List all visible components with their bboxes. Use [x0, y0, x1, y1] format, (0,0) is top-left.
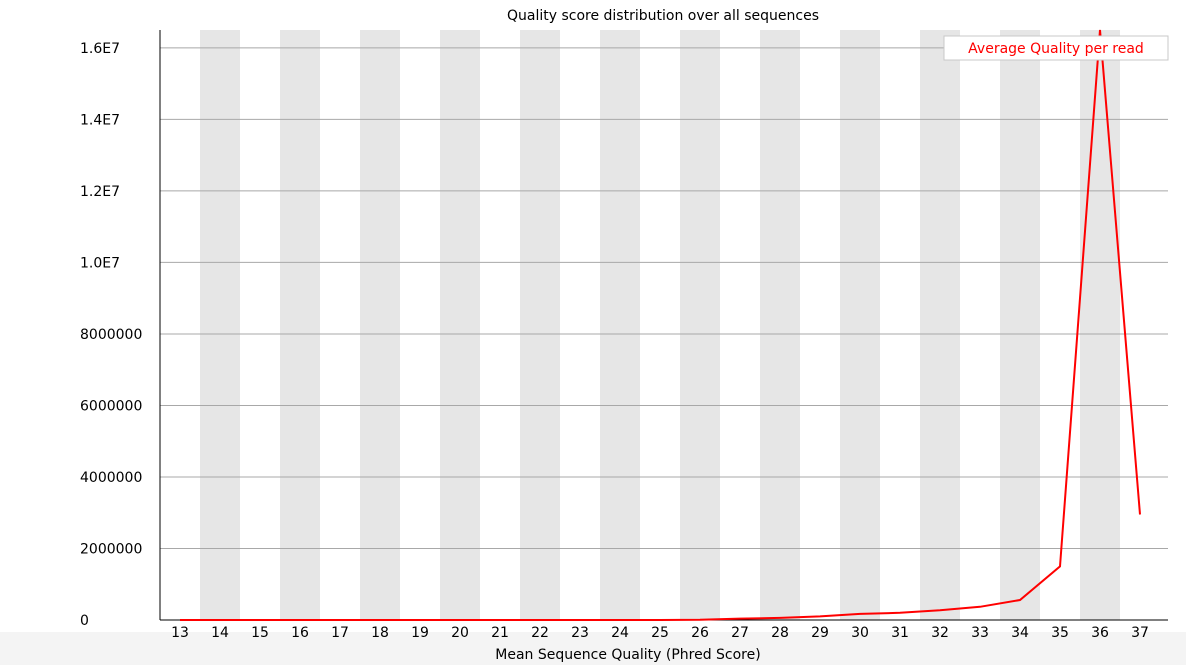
x-tick-label: 22 [531, 625, 549, 641]
x-tick-label: 29 [811, 625, 829, 641]
bottom-strip [0, 632, 1186, 665]
y-tick-labels: 0 2000000 4000000 6000000 8000000 1.0E7 1.2E7 1… [80, 41, 142, 629]
y-tick-label: 1.0E7 [80, 255, 120, 271]
x-tick-labels: 13 14 15 16 17 18 19 20 21 22 23 24 25 26 27 28 29 30 31 32… [171, 625, 1149, 641]
x-tick-label: 32 [931, 625, 949, 641]
x-tick-label: 15 [251, 625, 269, 641]
column-band-34 [1000, 30, 1040, 620]
column-band-30 [840, 30, 880, 620]
column-band-14 [200, 30, 240, 620]
legend-box [943, 35, 1169, 61]
x-tick-label: 21 [491, 625, 509, 641]
x-tick-label: 14 [211, 625, 229, 641]
x-tick-label: 33 [971, 625, 989, 641]
chart-title: Quality score distribution over all sequ… [507, 8, 819, 24]
y-tick-label: 0 [80, 613, 89, 629]
x-tick-label: 27 [731, 625, 749, 641]
column-band-24 [600, 30, 640, 620]
column-bands [200, 30, 1120, 620]
x-tick-label: 36 [1091, 625, 1109, 641]
y-tick-label: 4000000 [80, 470, 142, 486]
legend: Average Quality per read [943, 35, 1169, 61]
y-tick-label: 1.6E7 [80, 41, 120, 57]
y-tick-label: 2000000 [80, 541, 142, 557]
y-tick-label: 6000000 [80, 398, 142, 414]
column-band-26 [680, 30, 720, 620]
x-tick-label: 24 [611, 625, 629, 641]
x-tick-label: 31 [891, 625, 909, 641]
column-band-28 [760, 30, 800, 620]
x-tick-label: 26 [691, 625, 709, 641]
x-axis-label: Mean Sequence Quality (Phred Score) [495, 647, 760, 663]
x-tick-label: 18 [371, 625, 389, 641]
y-tick-label: 1.4E7 [80, 112, 120, 128]
x-tick-label: 30 [851, 625, 869, 641]
column-band-36 [1080, 30, 1120, 620]
series-lines [180, 29, 1141, 621]
gridlines [160, 47, 1168, 549]
x-tick-label: 23 [571, 625, 589, 641]
x-tick-label: 25 [651, 625, 669, 641]
series-line-0 [180, 29, 1141, 621]
x-tick-label: 19 [411, 625, 429, 641]
x-tick-label: 37 [1131, 625, 1149, 641]
legend-entry: Average Quality per read [968, 41, 1144, 57]
y-tick-label: 1.2E7 [80, 184, 120, 200]
column-band-22 [520, 30, 560, 620]
x-tick-label: 20 [451, 625, 469, 641]
column-band-20 [440, 30, 480, 620]
x-tick-label: 13 [171, 625, 189, 641]
y-tick-label: 8000000 [80, 327, 142, 343]
x-tick-label: 28 [771, 625, 789, 641]
x-tick-label: 34 [1011, 625, 1029, 641]
x-tick-label: 16 [291, 625, 309, 641]
x-tick-label: 35 [1051, 625, 1069, 641]
x-tick-label: 17 [331, 625, 349, 641]
column-band-16 [280, 30, 320, 620]
column-band-18 [360, 30, 400, 620]
column-band-32 [920, 30, 960, 620]
